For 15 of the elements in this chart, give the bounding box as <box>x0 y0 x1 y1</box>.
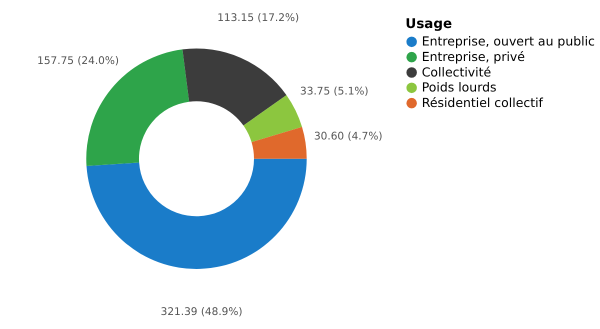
legend-label: Collectivité <box>422 64 492 80</box>
legend-label: Entreprise, privé <box>422 48 525 64</box>
legend-label: Entreprise, ouvert au public <box>422 34 596 49</box>
data-label: 113.15 (17.2%) <box>217 12 300 24</box>
legend-label: Poids lourds <box>422 80 496 95</box>
legend-title: Usage <box>405 16 452 32</box>
legend-label: Résidentiel collectif <box>422 94 544 110</box>
data-label: 33.75 (5.1%) <box>300 85 369 98</box>
data-label: 157.75 (24.0%) <box>37 55 119 68</box>
donut-slice <box>182 48 286 126</box>
donut-slice <box>243 95 302 142</box>
data-label: 321.39 (48.9%) <box>160 306 243 318</box>
donut-slice <box>86 158 307 269</box>
data-label: 30.60 (4.7%) <box>314 130 382 142</box>
donut-slice <box>252 126 307 159</box>
